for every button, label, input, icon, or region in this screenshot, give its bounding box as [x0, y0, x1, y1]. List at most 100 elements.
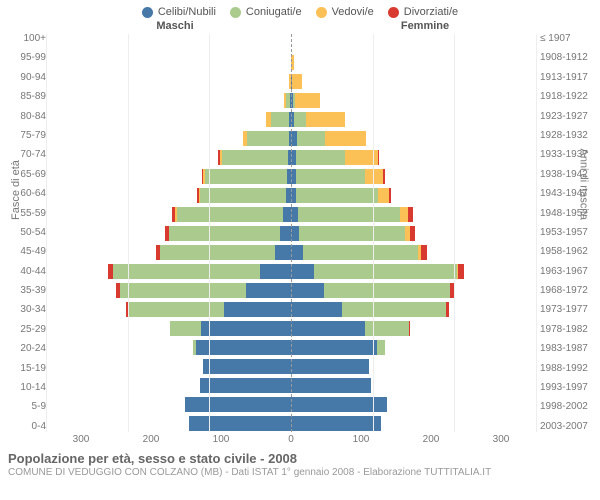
bar-segment — [365, 169, 383, 184]
birth-label: 2003-2007 — [540, 422, 592, 432]
age-label: 90-94 — [8, 73, 46, 83]
bar-segment — [291, 264, 314, 279]
age-label: 35-39 — [8, 286, 46, 296]
bar-segment — [342, 302, 447, 317]
x-tick: 100 — [326, 434, 396, 445]
bar-segment — [160, 245, 274, 260]
population-pyramid: Celibi/NubiliConiugati/eVedovi/eDivorzia… — [0, 0, 600, 500]
birth-label: 1978-1982 — [540, 325, 592, 335]
bar-segment — [170, 321, 201, 336]
legend: Celibi/NubiliConiugati/eVedovi/eDivorzia… — [0, 0, 600, 20]
male-half — [46, 357, 291, 376]
bar-segment — [203, 359, 291, 374]
male-half — [46, 262, 291, 281]
bar-segment — [247, 131, 289, 146]
x-axis: 3002001000100200300 — [0, 432, 600, 445]
birth-label: 1928-1932 — [540, 131, 592, 141]
bar-segment — [222, 150, 287, 165]
birth-label: 1958-1962 — [540, 247, 592, 257]
bar-segment — [120, 283, 247, 298]
age-label: 75-79 — [8, 131, 46, 141]
bar-segment — [260, 264, 291, 279]
age-label: 70-74 — [8, 150, 46, 160]
bar-segment — [291, 302, 342, 317]
x-tick: 100 — [186, 434, 256, 445]
x-tick: 200 — [116, 434, 186, 445]
bar-segment — [271, 112, 289, 127]
bar-segment — [294, 112, 305, 127]
female-half — [291, 319, 536, 338]
birth-label: 1973-1977 — [540, 305, 592, 315]
gridline — [46, 34, 47, 432]
bar-segment — [408, 207, 414, 222]
age-label: 50-54 — [8, 228, 46, 238]
birth-label: 1908-1912 — [540, 53, 592, 63]
birth-label: 1998-2002 — [540, 402, 592, 412]
header-male: Maschi — [50, 20, 300, 32]
age-label: 5-9 — [8, 402, 46, 412]
age-label: 25-29 — [8, 325, 46, 335]
male-half — [46, 205, 291, 224]
bar-segment — [409, 321, 410, 336]
bar-segment — [196, 340, 291, 355]
x-tick: 300 — [46, 434, 116, 445]
birth-label: 1993-1997 — [540, 383, 592, 393]
female-half — [291, 186, 536, 205]
bar-segment — [378, 188, 389, 203]
male-half — [46, 167, 291, 186]
legend-item: Divorziati/e — [388, 6, 458, 18]
bar-segment — [306, 112, 345, 127]
female-half — [291, 376, 536, 395]
bar-segment — [389, 188, 391, 203]
bar-segment — [296, 188, 378, 203]
bar-segment — [292, 74, 302, 89]
bar-segment — [295, 93, 320, 108]
y-axis-age: 100+95-9990-9485-8980-8475-7970-7465-696… — [8, 34, 46, 432]
bar-segment — [201, 321, 291, 336]
bar-segment — [324, 283, 451, 298]
x-tick: 0 — [256, 434, 326, 445]
bar-segment — [377, 340, 385, 355]
bar-segment — [296, 169, 365, 184]
bar-segment — [283, 207, 291, 222]
bar-segment — [378, 150, 379, 165]
legend-swatch — [230, 7, 241, 18]
birth-label: 1913-1917 — [540, 73, 592, 83]
female-half — [291, 72, 536, 91]
female-half — [291, 110, 536, 129]
male-half — [46, 110, 291, 129]
bar-segment — [291, 378, 371, 393]
x-tick: 200 — [396, 434, 466, 445]
bar-segment — [299, 226, 405, 241]
male-half — [46, 414, 291, 433]
gridline — [454, 34, 455, 432]
bar-segment — [365, 321, 410, 336]
bar-segment — [383, 169, 385, 184]
bar-segment — [280, 226, 291, 241]
male-half — [46, 395, 291, 414]
female-half — [291, 53, 536, 72]
female-half — [291, 338, 536, 357]
gridline — [128, 34, 129, 432]
x-tick: 300 — [466, 434, 536, 445]
bar-segment — [303, 245, 417, 260]
age-label: 0-4 — [8, 422, 46, 432]
male-half — [46, 91, 291, 110]
male-half — [46, 186, 291, 205]
female-half — [291, 205, 536, 224]
chart-title: Popolazione per età, sesso e stato civil… — [8, 451, 592, 466]
female-half — [291, 148, 536, 167]
female-half — [291, 300, 536, 319]
header-female: Femmine — [300, 20, 550, 32]
male-half — [46, 224, 291, 243]
age-label: 40-44 — [8, 267, 46, 277]
side-headers: Maschi Femmine — [0, 20, 600, 34]
age-label: 30-34 — [8, 305, 46, 315]
bar-segment — [291, 321, 365, 336]
bar-segment — [296, 150, 345, 165]
male-half — [46, 53, 291, 72]
bar-segment — [314, 264, 457, 279]
bar-segment — [177, 207, 283, 222]
legend-swatch — [388, 7, 399, 18]
birth-label: 1918-1922 — [540, 92, 592, 102]
